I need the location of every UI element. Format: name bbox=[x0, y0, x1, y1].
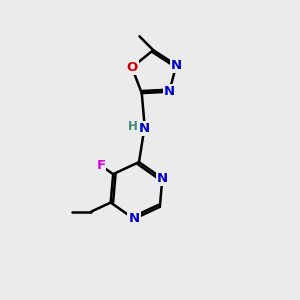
Text: N: N bbox=[171, 58, 182, 72]
Text: O: O bbox=[126, 61, 137, 74]
Text: N: N bbox=[128, 212, 140, 225]
Text: F: F bbox=[96, 159, 105, 172]
Text: N: N bbox=[139, 122, 150, 135]
Text: H: H bbox=[128, 120, 138, 134]
Text: N: N bbox=[164, 85, 175, 98]
Text: N: N bbox=[157, 172, 168, 185]
